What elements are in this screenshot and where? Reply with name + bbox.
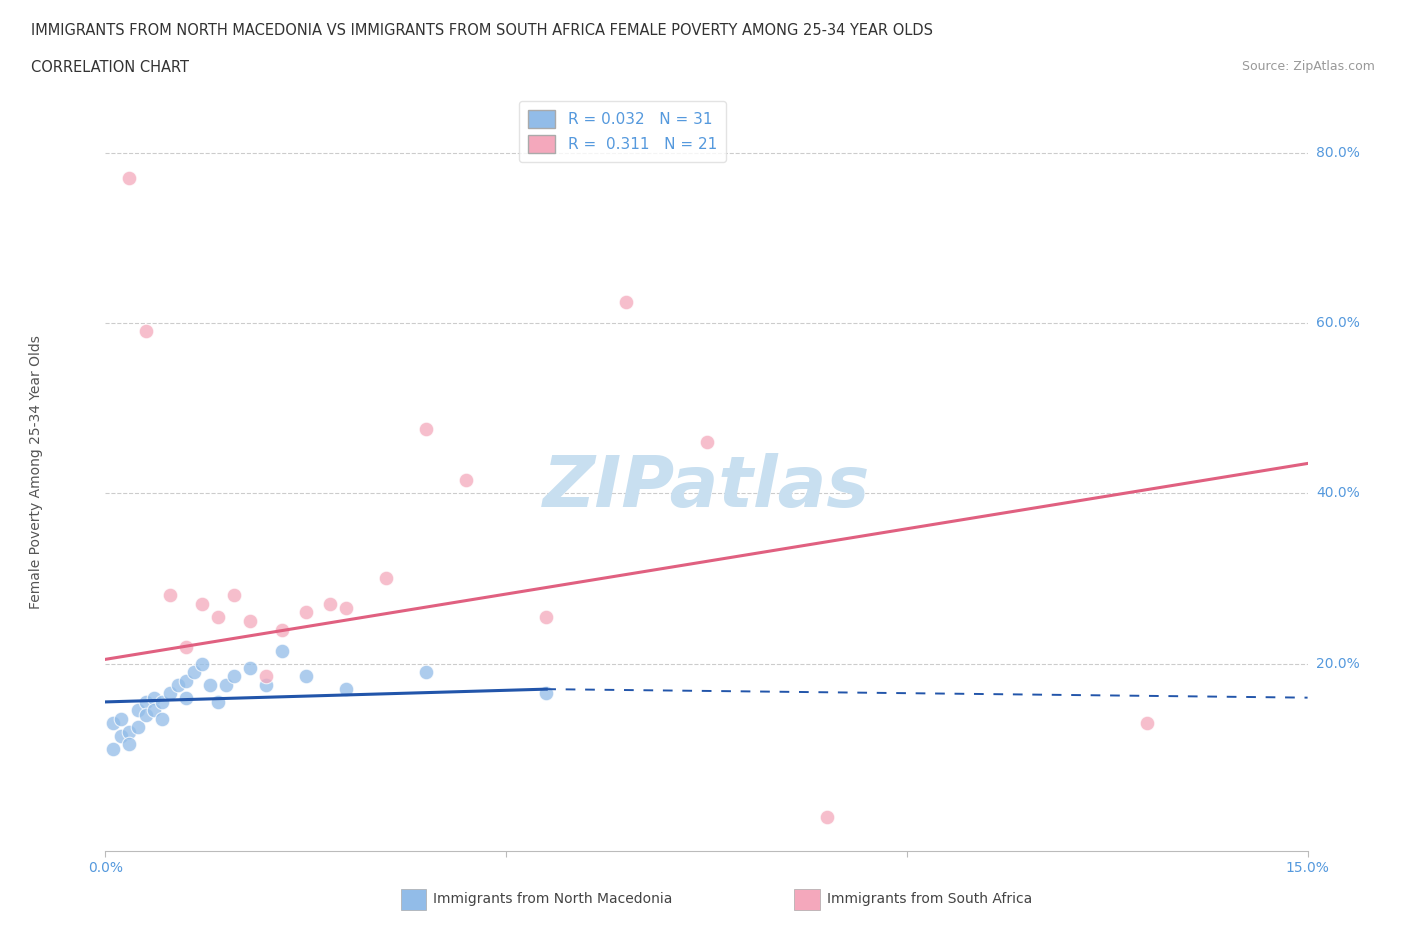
Point <box>159 588 181 603</box>
Point <box>103 716 125 731</box>
Point <box>374 571 398 586</box>
Text: Source: ZipAtlas.com: Source: ZipAtlas.com <box>1241 60 1375 73</box>
Text: 20.0%: 20.0% <box>1316 657 1360 671</box>
Text: Immigrants from South Africa: Immigrants from South Africa <box>827 892 1032 907</box>
Point <box>135 695 157 710</box>
Point <box>214 677 236 692</box>
Point <box>335 601 357 616</box>
Point <box>183 665 205 680</box>
Text: 60.0%: 60.0% <box>1316 316 1360 330</box>
Point <box>118 171 141 186</box>
Point <box>415 422 437 437</box>
Point <box>174 673 197 688</box>
Point <box>534 609 557 624</box>
Point <box>198 677 221 692</box>
Point <box>616 294 638 309</box>
Point <box>454 473 477 488</box>
Point <box>150 711 173 726</box>
Point <box>127 720 149 735</box>
Point <box>239 614 262 629</box>
Point <box>142 690 165 705</box>
Point <box>696 434 718 449</box>
Point <box>207 609 229 624</box>
Point <box>159 686 181 701</box>
Point <box>319 596 342 611</box>
Text: ZIPatlas: ZIPatlas <box>543 453 870 522</box>
Point <box>103 741 125 756</box>
Point <box>415 665 437 680</box>
Point <box>174 639 197 654</box>
Point <box>135 324 157 339</box>
Point <box>239 660 262 675</box>
Point <box>142 703 165 718</box>
Point <box>222 669 245 684</box>
Legend: R = 0.032   N = 31, R =  0.311   N = 21: R = 0.032 N = 31, R = 0.311 N = 21 <box>519 100 725 163</box>
Text: CORRELATION CHART: CORRELATION CHART <box>31 60 188 75</box>
Point <box>295 605 318 620</box>
Point <box>190 596 212 611</box>
Point <box>335 682 357 697</box>
Point <box>270 622 292 637</box>
Point <box>295 669 318 684</box>
Point <box>135 707 157 722</box>
Point <box>1136 716 1159 731</box>
Point <box>118 737 141 752</box>
Point <box>270 644 292 658</box>
Text: Immigrants from North Macedonia: Immigrants from North Macedonia <box>433 892 672 907</box>
Text: 80.0%: 80.0% <box>1316 146 1360 160</box>
Point <box>110 728 132 743</box>
Text: Female Poverty Among 25-34 Year Olds: Female Poverty Among 25-34 Year Olds <box>28 335 42 609</box>
Text: 40.0%: 40.0% <box>1316 486 1360 500</box>
Point <box>254 669 277 684</box>
Point <box>190 657 212 671</box>
Point <box>166 677 188 692</box>
Point <box>534 686 557 701</box>
Point <box>254 677 277 692</box>
Point <box>174 690 197 705</box>
Point <box>815 809 838 824</box>
Point <box>150 695 173 710</box>
Point <box>110 711 132 726</box>
Text: IMMIGRANTS FROM NORTH MACEDONIA VS IMMIGRANTS FROM SOUTH AFRICA FEMALE POVERTY A: IMMIGRANTS FROM NORTH MACEDONIA VS IMMIG… <box>31 23 934 38</box>
Point <box>127 703 149 718</box>
Point <box>207 695 229 710</box>
Point <box>222 588 245 603</box>
Point <box>118 724 141 739</box>
